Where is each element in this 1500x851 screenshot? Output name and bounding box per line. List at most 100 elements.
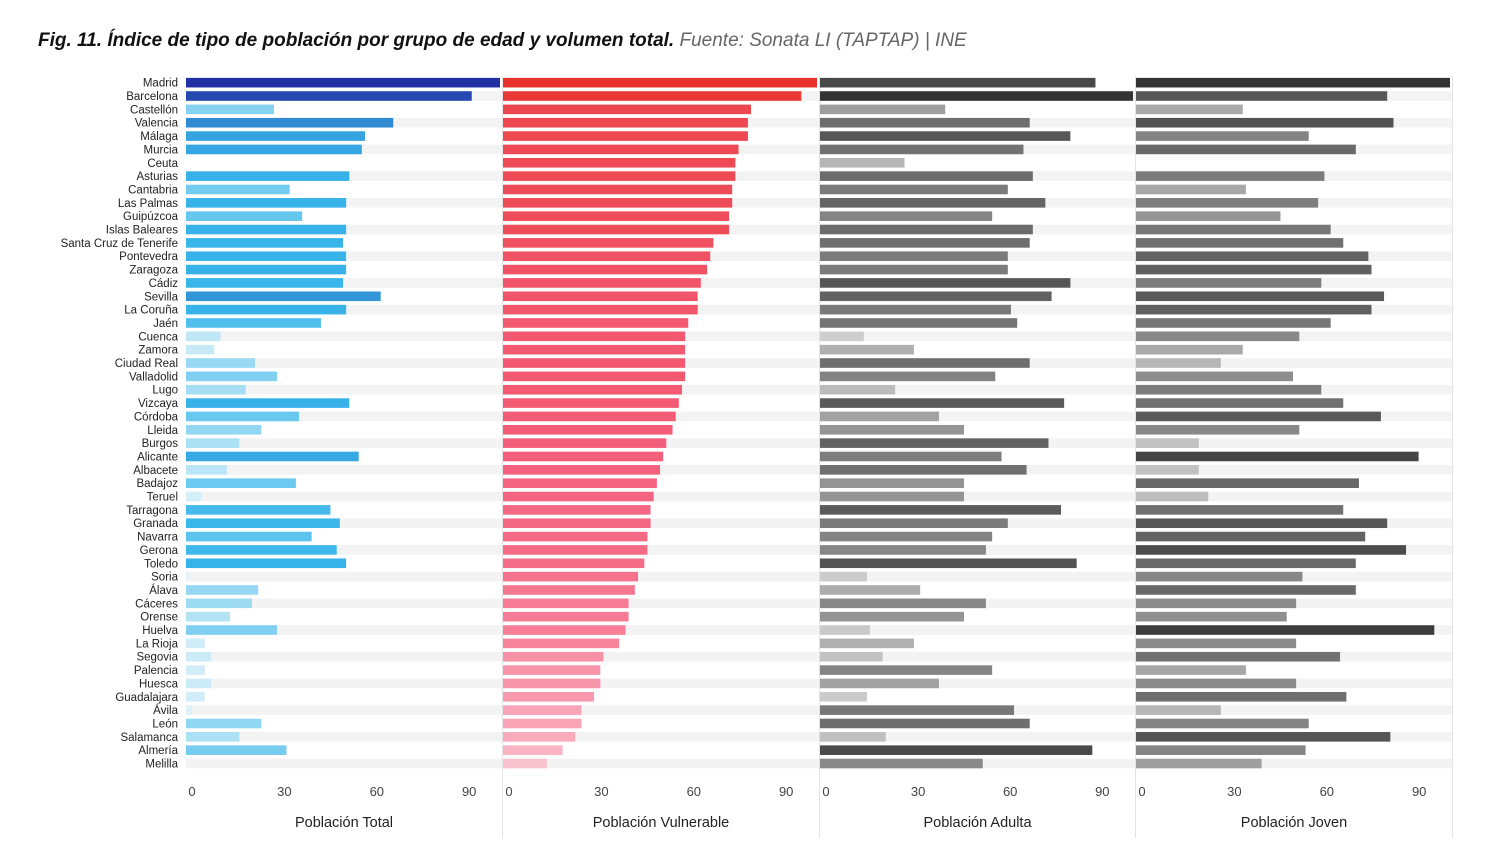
bar-total-soria [186,571,190,582]
bar-total-león [186,718,262,729]
bar-vulnerable-gerona [503,545,648,555]
bar-total-toledo [186,558,347,569]
bar-adulta-navarra [820,531,993,542]
bar-total-valencia [186,117,394,128]
tick-label: 0 [1138,784,1145,799]
bar-vulnerable-guadalajara [503,691,595,702]
bar-vulnerable-murcia [503,144,739,155]
bar-joven-ávila [1136,705,1221,715]
bar-adulta-ceuta [820,157,905,168]
bar-adulta-salamanca [820,732,886,742]
bar-total-burgos [186,438,240,448]
category-label: Castellón [130,104,178,116]
bar-total-islas-baleares [186,224,347,235]
row-stripe [1136,758,1452,769]
bar-vulnerable-huesca [503,678,601,689]
bar-total-orense [186,611,230,622]
bar-vulnerable-segovia [503,651,604,662]
row-stripe [186,384,502,395]
bar-vulnerable-soria [503,571,639,582]
bar-adulta-cuenca [820,331,864,342]
row-stripe [186,545,502,555]
row-stripe [186,598,502,609]
row-stripe [503,598,819,609]
row-stripe [820,491,1135,502]
bar-adulta-granada [820,518,1008,529]
category-label: Almería [138,745,178,757]
bar-vulnerable-lugo [503,384,682,395]
bar-total-gerona [186,545,337,555]
category-label: Granada [133,518,178,530]
bar-joven-lleida [1136,424,1300,435]
tick-label: 30 [594,784,608,799]
category-label: Lleida [147,425,178,437]
bar-total-jaén [186,318,322,328]
row-stripe [503,678,819,689]
row-stripe [820,571,1135,582]
bar-joven-álava [1136,585,1356,595]
bar-total-palencia [186,665,205,675]
bar-vulnerable-huelva [503,625,626,635]
category-label: Ceuta [147,158,178,170]
bar-joven-córdoba [1136,411,1381,422]
bar-total-ciudad-real [186,358,256,368]
bar-joven-guadalajara [1136,691,1347,702]
row-stripe [503,758,819,769]
bar-vulnerable-cádiz [503,278,701,288]
bar-vulnerable-vizcaya [503,398,679,408]
category-label: Pontevedra [119,251,178,263]
bar-adulta-zamora [820,344,914,355]
bar-adulta-lleida [820,424,964,435]
category-label: Asturias [136,171,178,183]
bar-total-las-palmas [186,198,347,208]
bar-vulnerable-palencia [503,665,601,675]
tick-label: 60 [1320,784,1334,799]
bar-joven-cantabria [1136,184,1246,195]
bar-joven-lugo [1136,384,1322,395]
bar-vulnerable-ciudad-real [503,358,686,368]
category-label: Barcelona [126,91,178,103]
bar-joven-málaga [1136,131,1309,141]
category-label: Murcia [143,144,178,156]
bar-total-huelva [186,625,278,635]
bar-vulnerable-cuenca [503,331,686,342]
category-label: Navarra [137,532,179,544]
row-stripe [186,651,502,662]
row-stripe [503,491,819,502]
bar-joven-murcia [1136,144,1356,155]
bar-joven-jaén [1136,318,1331,328]
tick-label: 30 [911,784,925,799]
bar-joven-león [1136,718,1309,729]
bar-adulta-málaga [820,131,1071,141]
bar-total-navarra [186,531,312,542]
row-stripe [503,625,819,635]
bar-vulnerable-ceuta [503,157,736,168]
bar-total-álava [186,585,259,595]
bar-adulta-orense [820,611,964,622]
bar-vulnerable-madrid [503,77,817,88]
tick-label: 60 [687,784,701,799]
category-label: Melilla [145,759,178,771]
bar-total-huesca [186,678,212,689]
bar-adulta-melilla [820,758,983,769]
row-stripe [1136,438,1452,448]
bar-total-zamora [186,344,215,355]
bar-adulta-huelva [820,625,871,635]
category-label: Huelva [142,625,178,637]
row-stripe [820,678,1135,689]
bar-total-la-coruña [186,304,347,315]
row-stripe [503,571,819,582]
bar-adulta-islas-baleares [820,224,1033,235]
figure-source: Fuente: Sonata LI (TAPTAP) | INE [679,30,967,51]
bar-adulta-tarragona [820,505,1062,515]
bar-vulnerable-cáceres [503,598,629,609]
bar-adulta-alicante [820,451,1002,462]
bar-vulnerable-la-rioja [503,638,620,649]
bar-joven-melilla [1136,758,1262,769]
bar-joven-soria [1136,571,1303,582]
category-label: Gerona [140,545,179,557]
bar-adulta-las-palmas [820,198,1046,208]
row-stripe [186,678,502,689]
bar-vulnerable-navarra [503,531,648,542]
